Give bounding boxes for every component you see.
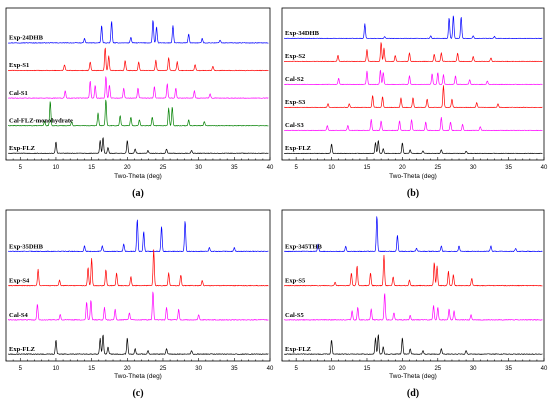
panel-label: (a) — [132, 188, 144, 199]
x-tick-label: 35 — [505, 165, 512, 171]
series-label: Cal-S3 — [285, 122, 305, 129]
x-tick-label: 40 — [267, 165, 274, 171]
x-tick-label: 35 — [505, 366, 512, 372]
series-label: Exp-S1 — [9, 62, 29, 69]
series-trace-exp-flz — [284, 140, 543, 154]
series-label: Exp-345THB — [285, 243, 323, 250]
series-trace-cal-s1 — [8, 76, 269, 99]
series-trace-exp-34dhb — [283, 15, 543, 39]
panel-d: 5 10 15 20 25 30 35 40 Two-Theta (deg) (d) Exp-345… — [281, 209, 548, 399]
series-trace-exp-flz — [7, 137, 269, 154]
series-label: Cal-S2 — [285, 76, 304, 83]
x-axis-label: Two-Theta (deg) — [389, 373, 437, 380]
series-trace-exp-s1 — [7, 47, 269, 72]
series-trace-cal-s4 — [7, 291, 269, 321]
x-tick-label: 20 — [399, 165, 406, 171]
series-label: Exp-S5 — [285, 278, 306, 285]
x-tick-label: 15 — [88, 165, 95, 171]
series-label: Cal-FLZ-monohydrate — [9, 117, 73, 124]
x-tick-label: 15 — [364, 366, 371, 372]
x-tick-label: 35 — [231, 366, 238, 372]
x-tick-label: 10 — [53, 366, 60, 372]
x-tick-label: 15 — [88, 366, 95, 372]
series-trace-cal-s2 — [284, 69, 543, 85]
x-axis-label: Two-Theta (deg) — [114, 173, 162, 180]
x-tick-label: 30 — [195, 366, 202, 372]
plot-frame — [281, 7, 545, 161]
series-label: Exp-FLZ — [285, 346, 311, 353]
series-label: Exp-S2 — [285, 53, 305, 60]
x-tick-label: 25 — [434, 165, 441, 171]
x-tick-label: 40 — [267, 366, 274, 372]
x-tick-label: 15 — [364, 165, 371, 171]
x-tick-label: 25 — [434, 366, 441, 372]
series-trace-exp-s2 — [284, 42, 543, 62]
series-label: Exp-FLZ — [9, 346, 35, 353]
x-axis-label: Two-Theta (deg) — [114, 373, 162, 380]
x-tick-label: 40 — [541, 366, 548, 372]
series-label: Exp-FLZ — [9, 145, 35, 152]
series-label: Cal-S1 — [9, 90, 28, 97]
panel-b: 5 10 15 20 25 30 35 40 Two-Theta (deg) (b) Exp-34D… — [281, 7, 548, 199]
panel-label: (c) — [132, 388, 143, 399]
series-label: Cal-S4 — [9, 312, 29, 319]
plot-frame — [5, 209, 271, 362]
series-trace-exp-flz — [284, 334, 543, 355]
plot-frame — [5, 7, 271, 161]
series-trace-cal-flz-monohydrate — [7, 99, 269, 127]
x-axis-label: Two-Theta (deg) — [389, 173, 437, 180]
series-trace-exp-s5 — [284, 254, 543, 287]
x-tick-label: 20 — [399, 366, 406, 372]
series-trace-exp-s3 — [283, 85, 543, 108]
x-tick-label: 5 — [19, 366, 23, 372]
series-trace-exp-flz — [7, 334, 269, 355]
x-tick-label: 30 — [470, 366, 477, 372]
x-tick-label: 5 — [294, 165, 298, 171]
panel-label: (d) — [407, 388, 419, 399]
x-tick-label: 30 — [195, 165, 202, 171]
series-trace-cal-s5 — [283, 293, 543, 321]
panel-label: (b) — [407, 188, 419, 199]
x-tick-label: 20 — [124, 366, 131, 372]
series-trace-exp-35dhb — [7, 219, 269, 253]
series-label: Exp-S3 — [285, 99, 306, 106]
series-label: Exp-35DHB — [9, 243, 44, 250]
series-label: Exp-24DHB — [9, 35, 44, 42]
x-tick-label: 25 — [160, 366, 167, 372]
panel-c: 5 10 15 20 25 30 35 40 Two-Theta (deg) (c) Exp-35D… — [5, 209, 274, 399]
plot-frame — [281, 209, 545, 362]
series-label: Exp-FLZ — [285, 145, 311, 152]
series-trace-cal-s3 — [284, 116, 543, 131]
panel-a: 5 10 15 20 25 30 35 40 Two-Theta (deg) (a) Exp-24D… — [5, 7, 274, 199]
series-trace-exp-24dhb — [8, 20, 269, 44]
x-tick-label: 20 — [124, 165, 131, 171]
x-tick-label: 10 — [53, 165, 60, 171]
x-tick-label: 25 — [160, 165, 167, 171]
series-label: Exp-S4 — [9, 278, 30, 285]
series-trace-exp-s4 — [8, 249, 269, 287]
x-tick-label: 10 — [328, 165, 335, 171]
series-label: Cal-S5 — [285, 312, 305, 319]
x-tick-label: 40 — [541, 165, 548, 171]
series-label: Exp-34DHB — [285, 30, 320, 37]
x-tick-label: 30 — [470, 165, 477, 171]
x-tick-label: 5 — [294, 366, 298, 372]
x-tick-label: 35 — [231, 165, 238, 171]
series-trace-exp-345thb — [284, 216, 543, 253]
x-tick-label: 10 — [328, 366, 335, 372]
x-tick-label: 5 — [19, 165, 23, 171]
